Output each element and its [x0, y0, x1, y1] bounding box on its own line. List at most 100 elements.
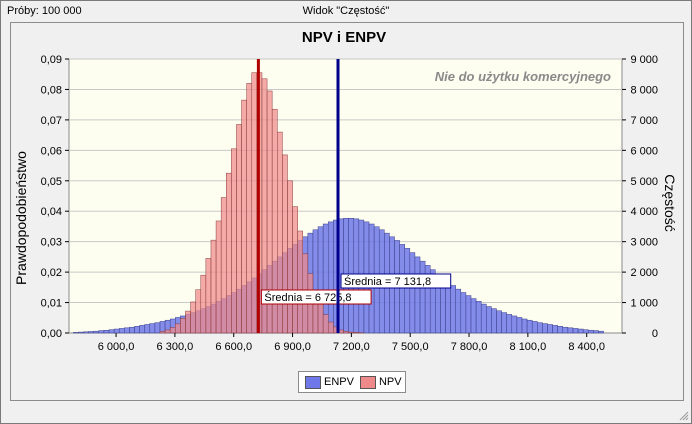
bar-enpv: [547, 324, 553, 334]
bar-enpv: [531, 321, 538, 334]
bar-enpv: [501, 312, 507, 334]
bar-npv: [185, 310, 191, 334]
y-axis-label-left: Prawdopodobieństwo: [13, 151, 29, 285]
bar-enpv: [88, 331, 94, 334]
x-tick-label: 6 000,0: [98, 341, 135, 353]
legend: ENPV NPV: [298, 371, 406, 393]
bar-npv: [175, 323, 181, 334]
y-tick-label: 0,06: [41, 145, 62, 157]
y-right-tick-label: 3 000: [630, 237, 658, 249]
mean-lines: Średnia = 6 725,8 Średnia = 7 131,8: [256, 59, 452, 333]
y-tick-label: 0,08: [41, 84, 62, 96]
info-bar: Próby: 100 000 Widok "Częstość": [1, 1, 691, 21]
bar-enpv: [134, 326, 140, 334]
bar-npv: [353, 332, 360, 334]
bar-enpv: [154, 322, 161, 334]
histogram-chart[interactable]: NPV i ENPV Średnia = 6 725,8 Średnia = 7 …: [11, 23, 683, 369]
bar-npv: [180, 318, 186, 334]
y-tick-label: 0,02: [41, 267, 62, 279]
bar-enpv: [118, 328, 125, 334]
bar-enpv: [552, 325, 558, 334]
bar-enpv: [73, 332, 79, 334]
bar-enpv: [486, 306, 492, 334]
y-tick-label: 0,07: [41, 115, 62, 127]
bar-enpv: [557, 326, 564, 334]
bar-enpv: [470, 298, 477, 334]
bar-npv: [236, 124, 242, 334]
y-right-ticks: 0 1 000 2 000 3 000 4 000 5 000 6 000 7 000 8 00…: [622, 54, 658, 340]
bar-enpv: [139, 325, 145, 334]
bar-enpv: [327, 221, 334, 334]
bar-enpv: [103, 330, 110, 334]
bar-npv: [251, 72, 258, 334]
x-tick-label: 7 200,0: [333, 341, 370, 353]
bar-enpv: [409, 252, 416, 334]
bar-npv: [322, 314, 329, 334]
bar-npv: [210, 239, 217, 334]
bar-enpv: [506, 314, 513, 334]
bar-enpv: [496, 310, 502, 334]
bar-enpv: [108, 329, 115, 334]
trials-count: Próby: 100 000: [7, 5, 82, 17]
bar-npv: [282, 154, 288, 334]
y-right-tick-label: 0: [652, 328, 658, 340]
bar-enpv: [404, 248, 411, 334]
bar-enpv: [465, 295, 472, 334]
y-right-tick-label: 2 000: [630, 267, 658, 279]
bar-npv: [195, 289, 202, 334]
y-right-tick-label: 5 000: [630, 176, 658, 188]
x-tick-label: 8 100,0: [510, 341, 547, 353]
y-axis-label-right: Częstość: [662, 174, 678, 232]
bar-npv: [169, 327, 176, 334]
x-tick-label: 7 500,0: [392, 341, 429, 353]
bar-enpv: [460, 292, 467, 334]
bar-enpv: [582, 329, 589, 334]
bar-enpv: [588, 330, 594, 334]
legend-label-enpv: ENPV: [324, 376, 354, 388]
y-right-tick-label: 4 000: [630, 206, 658, 218]
y-left-ticks: 0,00 0,01 0,02 0,03 0,04 0,05 0,06 0,07 0,08 0,09: [41, 54, 69, 340]
legend-area: ENPV NPV: [10, 368, 684, 401]
legend-item-npv[interactable]: NPV: [359, 375, 402, 389]
bar-enpv: [124, 327, 130, 334]
bar-enpv: [144, 324, 151, 334]
bar-npv: [159, 331, 166, 334]
bar-npv: [317, 303, 324, 334]
legend-item-enpv[interactable]: ENPV: [305, 375, 354, 389]
mean-label-box-npv: [260, 289, 372, 305]
bar-enpv: [149, 323, 156, 334]
mean-label-enpv: Średnia = 7 131,8: [344, 275, 431, 288]
x-tick-label: 6 600,0: [215, 341, 252, 353]
bar-npv: [241, 99, 247, 334]
bar-npv: [231, 148, 237, 334]
bar-npv: [220, 197, 227, 334]
resize-grip-icon[interactable]: [679, 411, 689, 421]
y-tick-label: 0,09: [41, 54, 62, 66]
bar-enpv: [399, 244, 405, 334]
y-tick-label: 0,04: [41, 206, 62, 218]
bar-enpv: [542, 323, 548, 334]
y-right-tick-label: 6 000: [630, 145, 658, 157]
bar-enpv: [526, 319, 533, 334]
bar-npv: [190, 301, 196, 334]
y-right-tick-label: 7 000: [630, 115, 658, 127]
bar-npv: [287, 180, 293, 334]
bar-enpv: [562, 326, 569, 334]
bar-npv: [246, 83, 253, 334]
x-tick-label: 7 800,0: [451, 341, 488, 353]
bar-enpv: [537, 322, 543, 334]
bar-enpv: [113, 328, 120, 334]
bar-enpv: [511, 315, 518, 334]
y-tick-label: 0,00: [41, 328, 62, 340]
bar-npv: [205, 258, 212, 334]
bar-enpv: [78, 331, 84, 334]
bar-npv: [200, 274, 207, 334]
mean-label-npv: Średnia = 6 725,8: [264, 291, 351, 304]
npv-bars: [159, 72, 365, 334]
y-right-tick-label: 9 000: [630, 54, 658, 66]
bar-enpv: [98, 330, 105, 334]
y-tick-label: 0,01: [41, 298, 62, 310]
y-right-tick-label: 1 000: [630, 298, 658, 310]
bar-enpv: [83, 331, 89, 334]
bar-enpv: [480, 303, 487, 334]
